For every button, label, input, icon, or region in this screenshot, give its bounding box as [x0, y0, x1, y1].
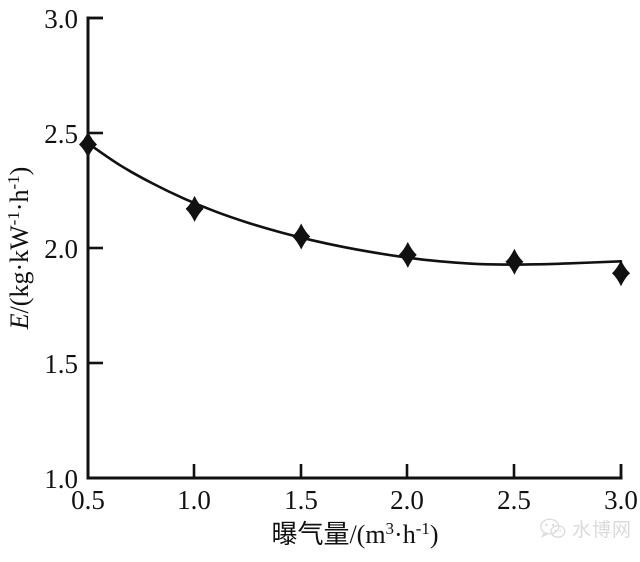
- data-point-marker: [505, 248, 524, 275]
- x-axis-title-main: 曝气量/(m: [271, 520, 385, 549]
- x-axis-ticks: [86, 464, 623, 478]
- y-tick-label-3-0: 3.0: [44, 4, 78, 34]
- x-tick-label-1-5: 1.5: [284, 485, 318, 515]
- watermark: 水博网: [540, 515, 632, 542]
- x-axis-title-sup1: 3: [386, 519, 395, 538]
- y-tick-label-2-0: 2.0: [44, 234, 78, 264]
- data-point-marker: [398, 241, 417, 268]
- x-tick-label-0-5: 0.5: [71, 485, 105, 515]
- x-tick-label-2-5: 2.5: [497, 485, 531, 515]
- y-axis-title: E/(kg·kW-1·h-1): [4, 167, 34, 331]
- data-point-marker: [79, 131, 97, 158]
- x-axis-title-sup2: -1: [416, 519, 430, 538]
- y-axis-title-tail: ): [5, 167, 34, 176]
- y-tick-label-2-5: 2.5: [44, 119, 78, 149]
- x-axis-title-mid: ·h: [394, 520, 416, 549]
- y-tick-labels: 3.0 2.5 2.0 1.5 1.0: [44, 4, 78, 494]
- y-tick-label-1-5: 1.5: [44, 349, 78, 379]
- x-tick-labels: 0.5 1.0 1.5 2.0 2.5 3.0: [71, 485, 638, 515]
- fitted-trend-curve: [86, 142, 623, 266]
- y-axis-title-sup2: -1: [4, 175, 23, 189]
- y-axis-ticks: [88, 16, 103, 480]
- watermark-text: 水博网: [571, 519, 632, 541]
- x-axis-title-tail: ): [430, 520, 439, 549]
- data-point-marker: [185, 195, 204, 222]
- y-axis-title-symbol: E: [5, 313, 34, 330]
- y-axis-title-mid: ·h: [5, 190, 34, 212]
- data-point-marker: [292, 223, 311, 250]
- wechat-icon: [540, 518, 566, 540]
- y-tick-label-1-0: 1.0: [44, 464, 78, 494]
- y-axis-title-sup1: -1: [4, 211, 23, 225]
- x-tick-label-2-0: 2.0: [390, 485, 424, 515]
- y-axis-title-main: /(kg·kW: [5, 225, 34, 314]
- x-tick-label-3-0: 3.0: [604, 485, 638, 515]
- data-point-markers: [79, 131, 630, 287]
- data-point-marker: [612, 260, 630, 287]
- x-axis-title: 曝气量/(m3·h-1): [271, 519, 438, 549]
- x-tick-label-1-0: 1.0: [177, 485, 211, 515]
